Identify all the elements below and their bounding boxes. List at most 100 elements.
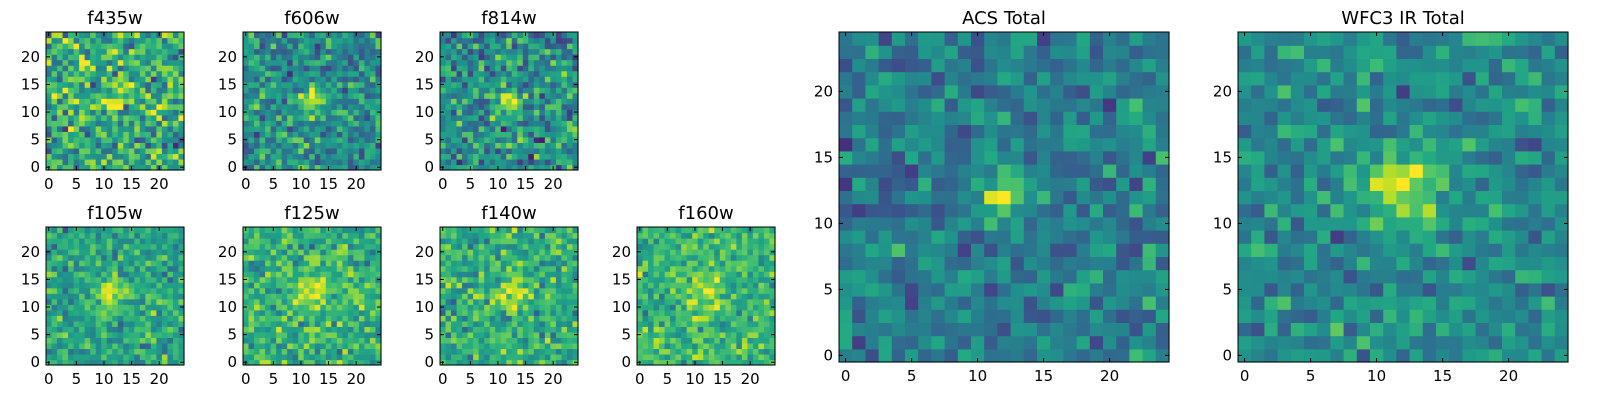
heatmap-cell [659,304,666,311]
heatmap-cell [451,43,458,50]
heatmap-cell [659,271,666,278]
heatmap-cell [145,315,152,322]
heatmap-cell [528,232,535,239]
heatmap-cell [369,254,377,261]
heatmap-cell [528,342,535,350]
heatmap-cell [681,260,688,267]
heatmap-cell [84,287,91,294]
heatmap-cell [467,76,474,83]
heatmap-cell [467,260,474,267]
heatmap-cell [681,271,688,278]
heatmap-cell [101,153,108,160]
heatmap-cell [364,147,371,155]
heatmap-cell [358,92,366,99]
heatmap-cell [287,326,294,333]
heatmap-cell [517,315,524,322]
heatmap-cell [714,309,721,316]
heatmap-cell [489,326,496,333]
heatmap-cell [369,81,377,88]
heatmap-cell [101,103,108,110]
heatmap-cell [106,254,113,261]
heatmap-cell [550,243,557,250]
heatmap-cell [692,249,699,256]
heatmap-cell [670,348,677,355]
heatmap-cell [106,232,113,239]
heatmap-cell [139,103,146,110]
heatmap-cell [550,348,557,355]
heatmap-cell [456,326,463,333]
heatmap-cell [46,98,53,105]
heatmap-cell [46,120,53,127]
heatmap-cell [736,304,743,311]
heatmap-cell [292,326,299,333]
heatmap-cell [566,76,574,83]
heatmap-cell [287,320,294,327]
heatmap-cell [281,158,288,166]
heatmap-cell [292,76,299,83]
heatmap-cell [451,309,458,316]
heatmap-cell [270,282,277,289]
heatmap-cell [287,164,294,171]
heatmap-cell [364,238,371,245]
heatmap-cell [270,153,277,160]
heatmap-cell [839,309,853,323]
heatmap-cell [703,298,710,305]
heatmap-cell [375,320,382,327]
heatmap-cell [664,353,671,361]
heatmap-cell [298,81,305,88]
heatmap-cell [309,136,316,143]
heatmap-cell [852,256,866,271]
heatmap-cell [347,353,354,361]
heatmap-cell [473,48,480,55]
heatmap-cell [708,249,715,256]
heatmap-cell [703,309,710,316]
heatmap-cell [292,276,299,283]
heatmap-cell [681,232,688,239]
heatmap-cell [243,337,250,344]
heatmap-cell [528,109,535,116]
heatmap-cell [692,254,699,261]
heatmap-cell [1037,243,1051,257]
heatmap-cell [445,131,452,138]
heatmap-cell [46,142,53,149]
heatmap-cell [117,331,124,338]
heatmap-cell [172,109,180,116]
heatmap-cell [265,276,272,283]
heatmap-cell [112,342,119,350]
heatmap-cell [172,136,180,143]
heatmap-cell [572,232,579,239]
heatmap-cell [331,348,338,355]
heatmap-cell [112,337,119,344]
heatmap-cell [878,216,893,231]
heatmap-cell [467,142,474,149]
heatmap-cell [905,269,919,284]
heatmap-cell [533,293,540,300]
heatmap-cell [462,326,469,333]
heatmap-cell [703,282,710,289]
heatmap-cell [156,48,163,55]
heatmap-cell [478,87,485,94]
heatmap-cell [358,326,366,333]
heatmap-cell [150,87,157,94]
heatmap-cell [51,147,58,155]
heatmap-cell [123,304,130,311]
heatmap-cell [741,342,748,350]
heatmap-cell [752,227,760,234]
heatmap-cell [1103,190,1117,205]
heatmap-cell [1116,243,1130,257]
heatmap-cell [123,48,130,55]
heatmap-cell [566,103,574,110]
heatmap-cell [106,243,113,250]
heatmap-cell [517,348,524,355]
heatmap-cell [281,315,288,322]
heatmap-cell [511,136,518,143]
heatmap-cell [1050,269,1064,284]
heatmap-cell [489,142,496,149]
heatmap-cell [101,254,108,261]
heatmap-cell [167,315,174,322]
heatmap-cell [1037,177,1051,191]
heatmap-cell [572,260,579,267]
heatmap-cell [51,109,58,116]
heatmap-cell [287,131,294,138]
heatmap-cell [1116,256,1130,271]
